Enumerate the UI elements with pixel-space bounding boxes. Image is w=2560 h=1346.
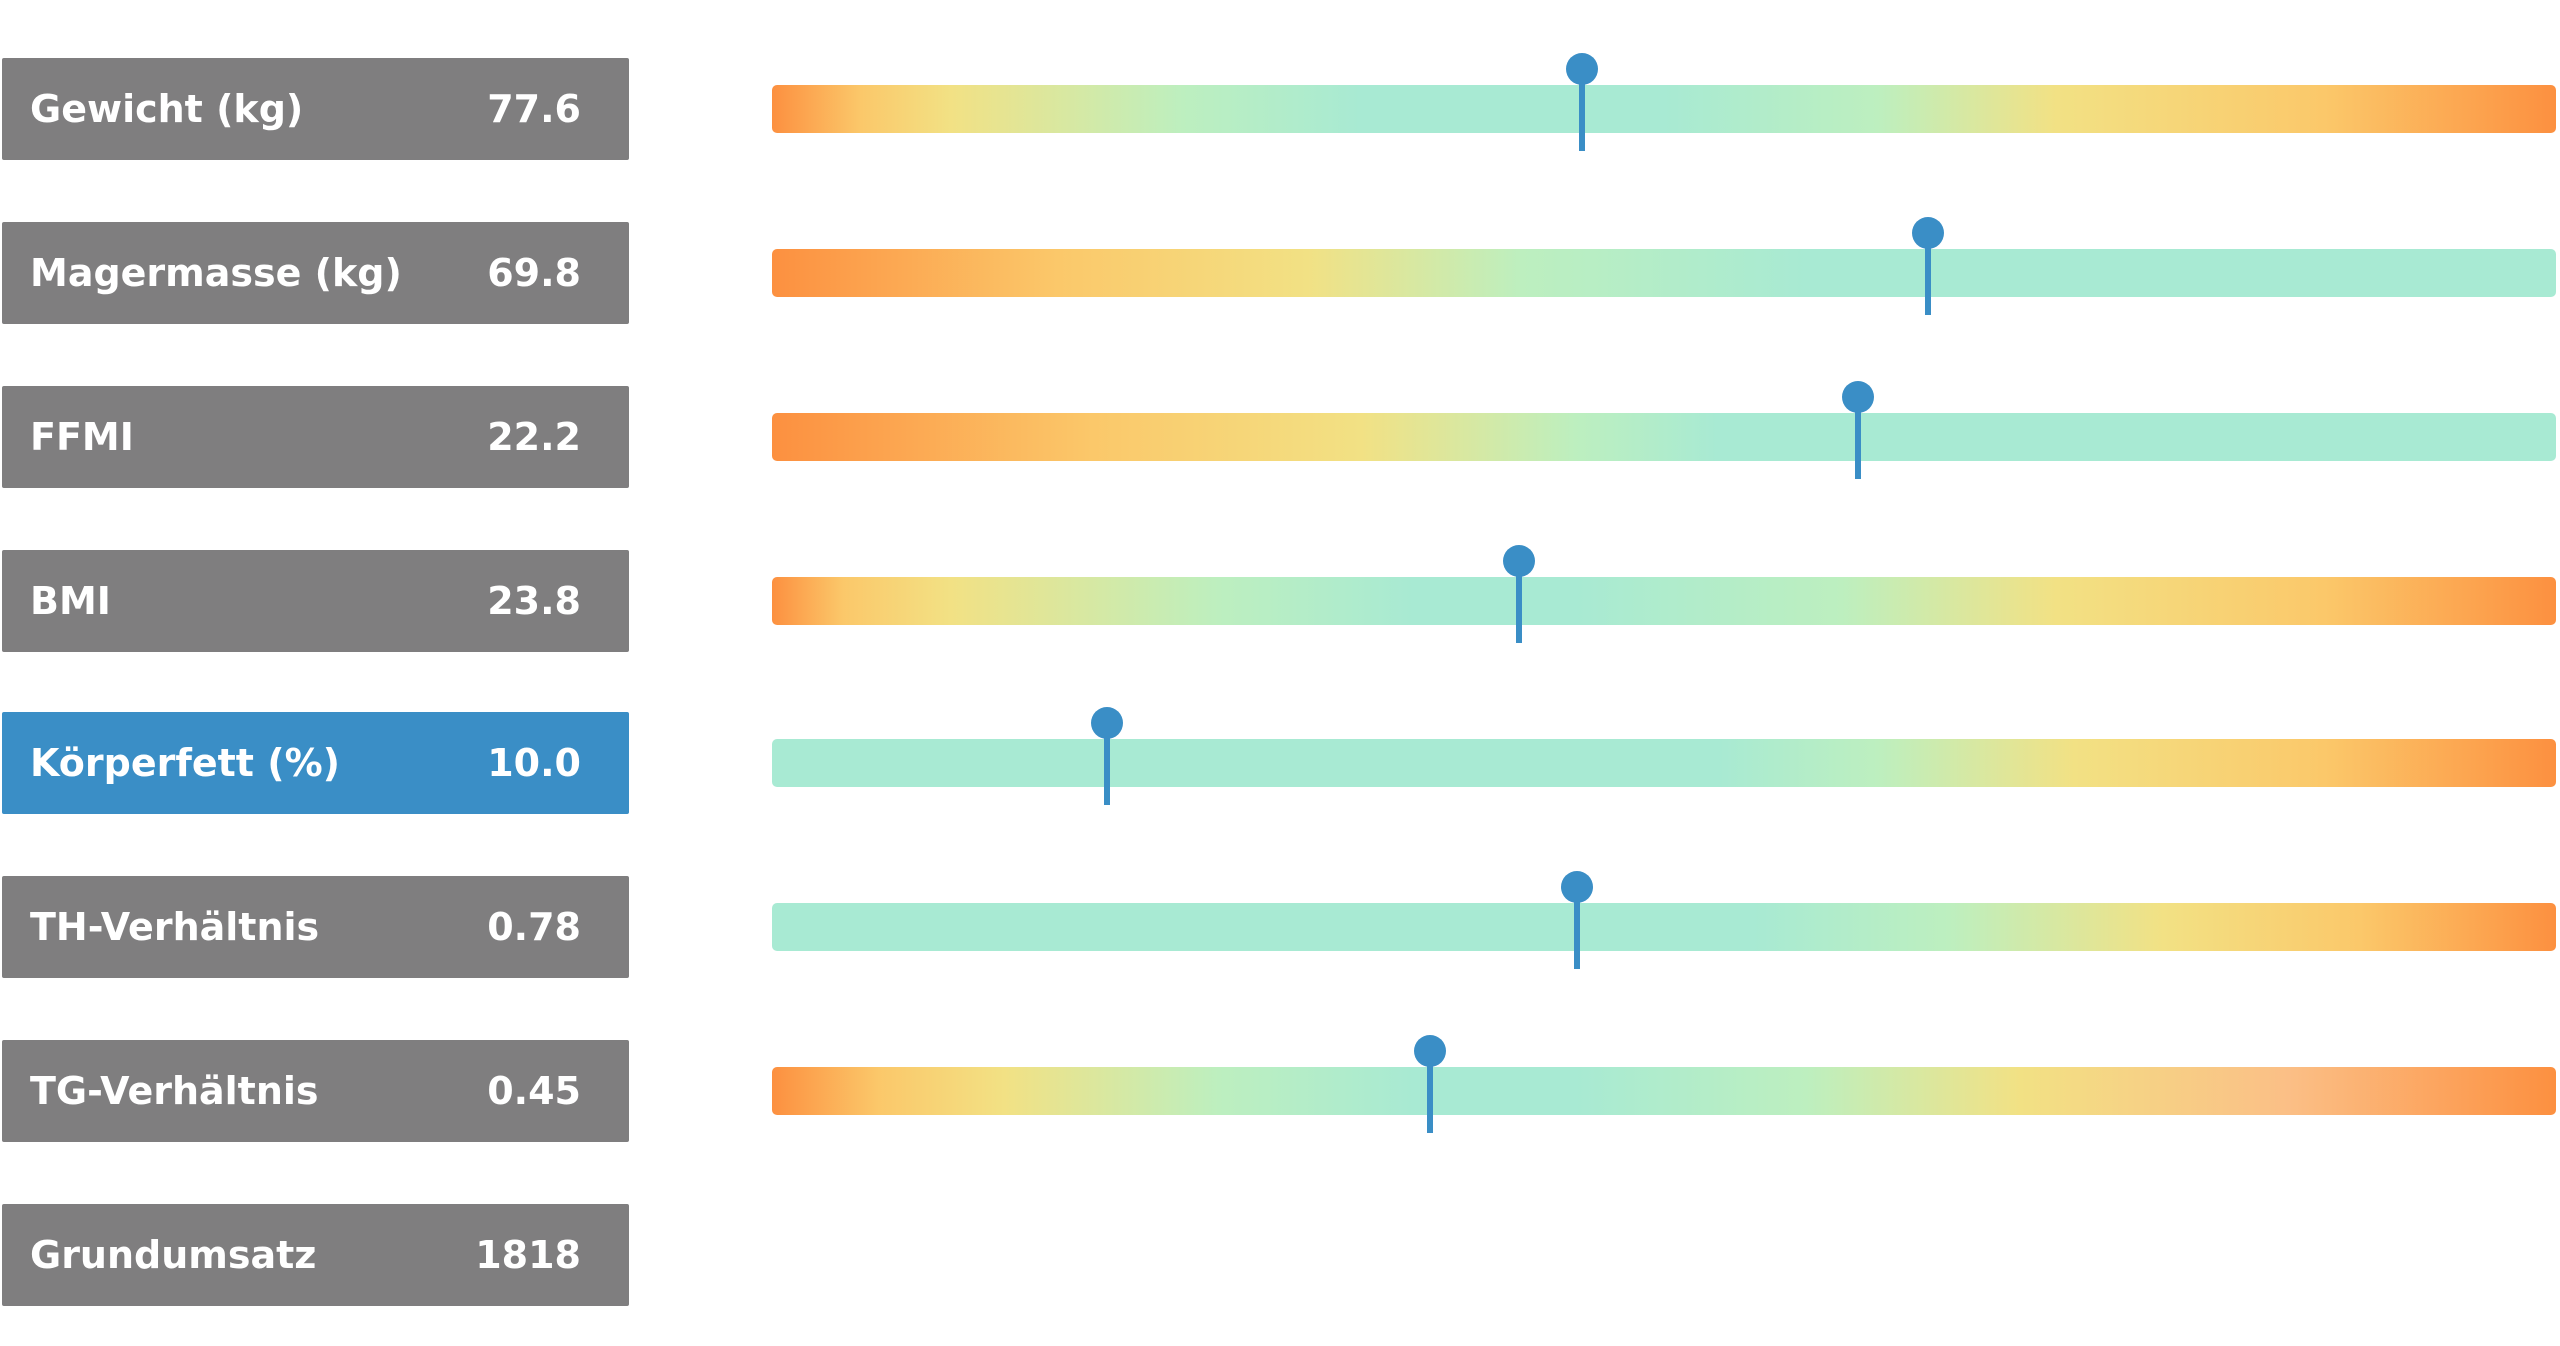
metric-label: FFMI <box>30 415 134 459</box>
marker-stem <box>1578 73 1585 151</box>
metric-label-box[interactable]: Körperfett (%) 10.0 <box>2 712 629 814</box>
marker-knob <box>1560 871 1593 903</box>
range-marker-pin-icon <box>1090 707 1124 807</box>
range-gradient-bar <box>772 545 2556 643</box>
metric-row: Körperfett (%) 10.0 <box>0 707 2560 822</box>
metric-value: 1818 <box>475 1233 581 1277</box>
metric-row: TH-Verhältnis 0.78 <box>0 871 2560 986</box>
marker-stem <box>1104 727 1111 805</box>
metric-label-box[interactable]: FFMI 22.2 <box>2 386 629 488</box>
marker-knob <box>1842 381 1875 413</box>
metric-label: TH-Verhältnis <box>30 905 320 949</box>
metric-row: TG-Verhältnis 0.45 <box>0 1035 2560 1150</box>
metric-label: Magermasse (kg) <box>30 251 402 295</box>
metric-value: 0.78 <box>487 905 581 949</box>
metric-label-box[interactable]: Gewicht (kg) 77.6 <box>2 58 629 160</box>
metric-label: TG-Verhältnis <box>30 1069 319 1113</box>
range-marker-pin-icon <box>1413 1035 1447 1135</box>
metric-label: Gewicht (kg) <box>30 87 304 131</box>
range-marker-pin-icon <box>1841 381 1875 481</box>
marker-knob <box>1912 217 1945 249</box>
range-gradient-bar <box>772 707 2556 805</box>
metric-value: 23.8 <box>487 579 581 623</box>
marker-stem <box>1427 1055 1434 1133</box>
metric-label-box[interactable]: TH-Verhältnis 0.78 <box>2 876 629 978</box>
metric-label-box[interactable]: Grundumsatz 1818 <box>2 1204 629 1306</box>
range-gradient-bar <box>772 381 2556 479</box>
marker-knob <box>1503 545 1536 577</box>
metric-value: 0.45 <box>487 1069 581 1113</box>
range-marker-pin-icon <box>1565 53 1599 153</box>
marker-stem <box>1855 401 1862 479</box>
metric-row: Gewicht (kg) 77.6 <box>0 53 2560 168</box>
marker-knob <box>1565 53 1598 85</box>
range-marker-pin-icon <box>1560 871 1594 971</box>
range-gradient-bar <box>772 1035 2556 1133</box>
range-marker-pin-icon <box>1911 217 1945 317</box>
metric-value: 10.0 <box>487 741 581 785</box>
marker-stem <box>1573 891 1580 969</box>
metric-label: Körperfett (%) <box>30 741 341 785</box>
metric-row: BMI 23.8 <box>0 545 2560 660</box>
range-marker-pin-icon <box>1502 545 1536 645</box>
metric-row: Grundumsatz 1818 <box>0 1204 2560 1314</box>
marker-stem <box>1516 565 1523 643</box>
metric-value: 22.2 <box>487 415 581 459</box>
range-gradient-bar <box>772 217 2556 315</box>
metric-row: Magermasse (kg) 69.8 <box>0 217 2560 332</box>
metric-value: 69.8 <box>487 251 581 295</box>
marker-stem <box>1925 237 1932 315</box>
marker-knob <box>1091 707 1124 739</box>
range-gradient-bar <box>772 53 2556 151</box>
metric-label: Grundumsatz <box>30 1233 317 1277</box>
metric-label-box[interactable]: TG-Verhältnis 0.45 <box>2 1040 629 1142</box>
metric-value: 77.6 <box>487 87 581 131</box>
range-gradient-bar <box>772 871 2556 969</box>
metric-row: FFMI 22.2 <box>0 381 2560 496</box>
metric-label-box[interactable]: Magermasse (kg) 69.8 <box>2 222 629 324</box>
marker-knob <box>1414 1035 1447 1067</box>
metric-label-box[interactable]: BMI 23.8 <box>2 550 629 652</box>
metric-label: BMI <box>30 579 111 623</box>
